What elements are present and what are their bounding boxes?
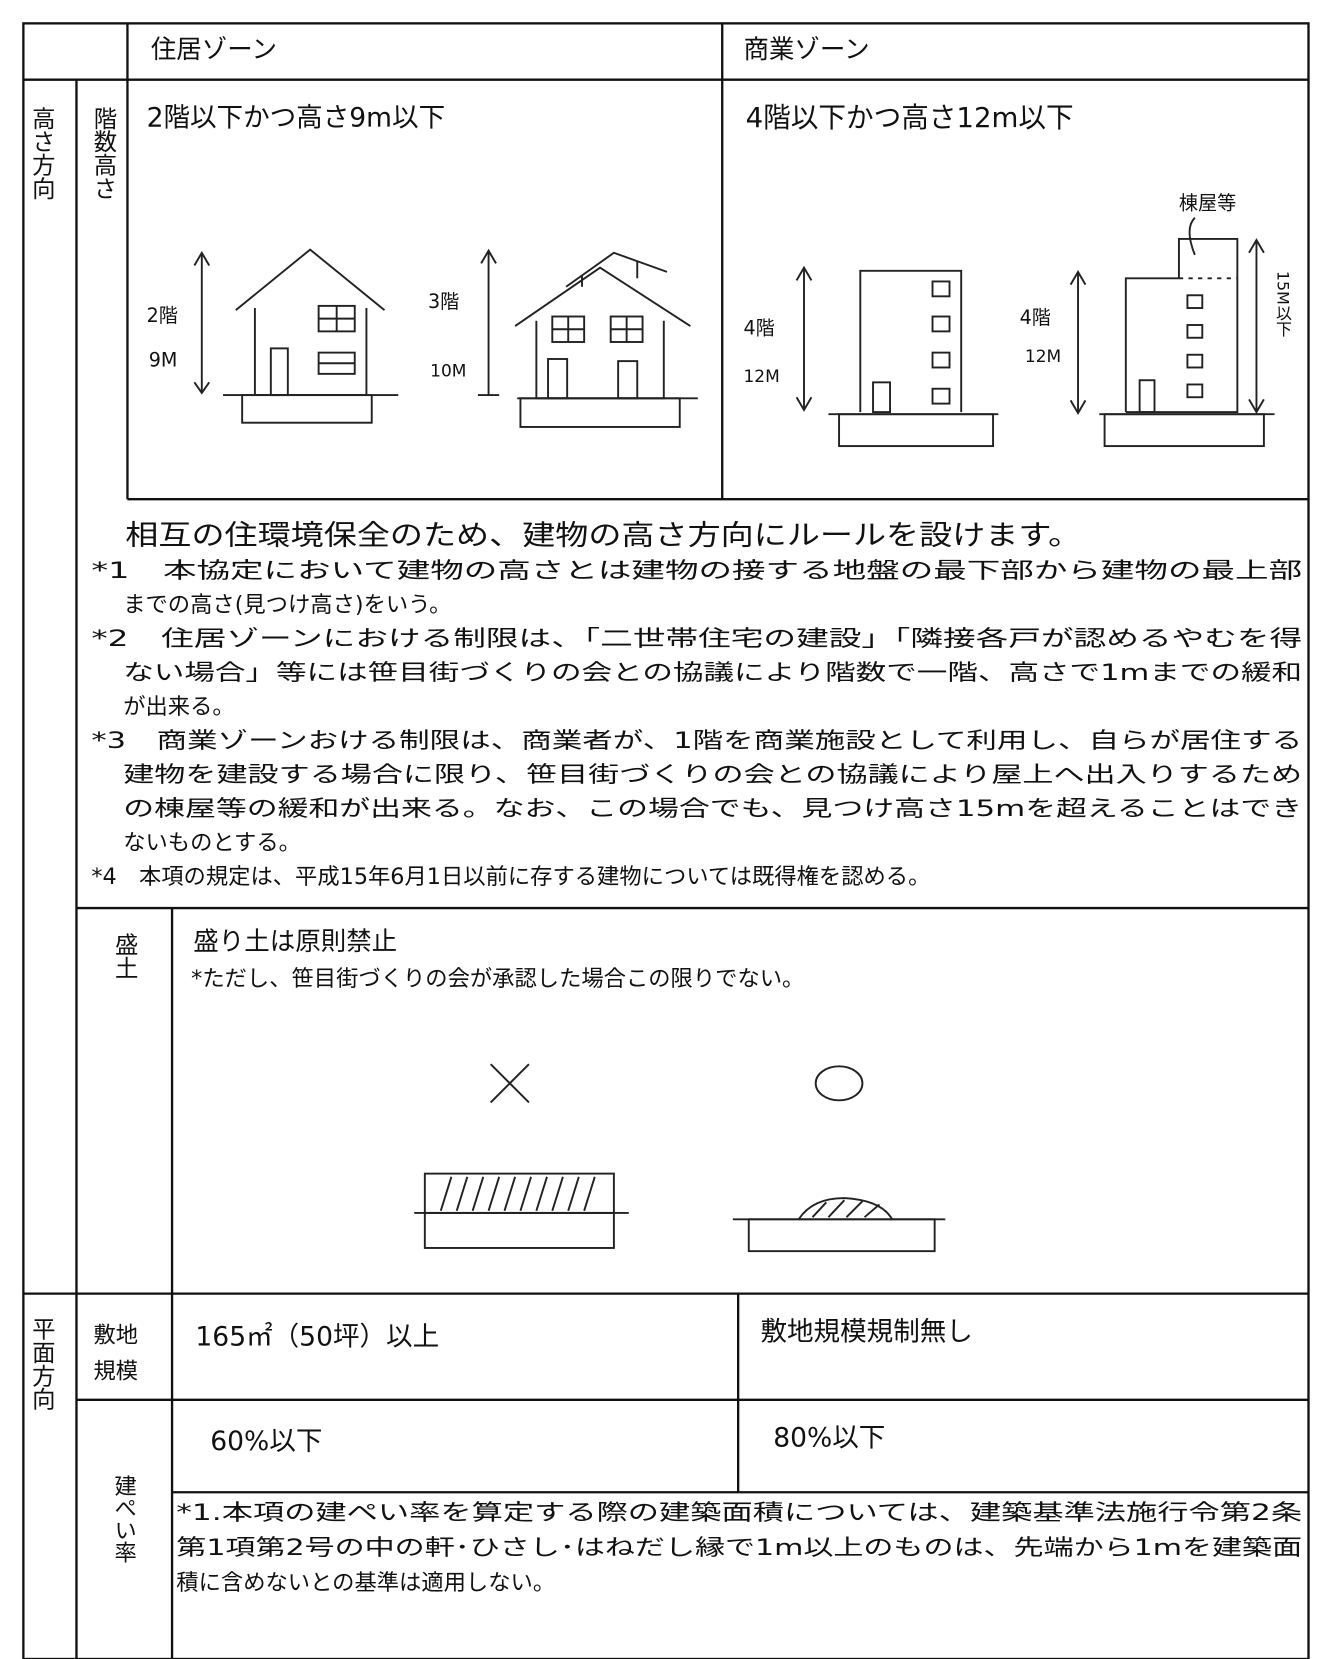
section-label: 平面方向 bbox=[28, 1317, 56, 1411]
sub-label: 敷地 bbox=[93, 1323, 138, 1349]
rule-text: 敷地規模規制無し bbox=[760, 1316, 972, 1347]
drawing-label: 2階 bbox=[147, 304, 178, 327]
note-line: までの高さ(見つけ高さ)をいう。 bbox=[123, 592, 451, 618]
rule-text: 盛り土は原則禁止 bbox=[193, 927, 397, 957]
note-text: 積に含めないとの基準は適用しない。 bbox=[176, 1570, 555, 1596]
note-line: *4 本項の規定は、平成15年6月1日以前に存する建物については既得権を認める。 bbox=[91, 864, 930, 890]
rule-text: 60%以下 bbox=[210, 1426, 322, 1457]
note-line: *1 本協定において建物の高さとは建物の接する地盤の最下部から建物の最上部 bbox=[91, 558, 1302, 584]
note-line: ない場合」等には笹目街づくりの会との協議により階数で一階、高さで1mまでの緩和 bbox=[123, 660, 1302, 686]
sub-label: 階数高さ bbox=[89, 106, 117, 200]
section-label: 高さ方向 bbox=[28, 106, 56, 200]
drawing-label: 12M bbox=[743, 367, 779, 387]
note-line: *3 商業ゾーンおける制限は、商業者が、1階を商業施設として利用し、自らが居住す… bbox=[91, 728, 1302, 754]
note-text: *ただし、笹目街づくりの会が承認した場合この限りでない。 bbox=[191, 966, 804, 992]
drawings bbox=[193, 217, 1275, 1253]
drawing-label: 12M bbox=[1025, 347, 1061, 367]
drawing-label: 4階 bbox=[743, 317, 774, 340]
header-residential: 住居ゾーン bbox=[151, 35, 277, 65]
note-text: 第1項第2号の中の軒･ひさし･はねだし縁で1m以上のものは、先端から1mを建築面 bbox=[176, 1535, 1302, 1561]
header-commercial: 商業ゾーン bbox=[743, 35, 869, 65]
drawing-label: 9M bbox=[149, 349, 178, 372]
note-line: ないものとする。 bbox=[123, 830, 301, 856]
drawing-label: 10M bbox=[430, 362, 466, 382]
drawing-label: 4階 bbox=[1020, 306, 1051, 329]
drawing-label: 15M以下 bbox=[1273, 271, 1292, 337]
sub-label: 盛土 bbox=[111, 932, 139, 979]
rule-text: 80%以下 bbox=[773, 1423, 885, 1454]
rule-text: 4階以下かつ高さ12m以下 bbox=[746, 101, 1074, 134]
rule-text: 2階以下かつ高さ9m以下 bbox=[147, 102, 446, 133]
note-line: が出来る。 bbox=[123, 694, 235, 720]
intro-text: 相互の住環境保全のため、建物の高さ方向にルールを設けます。 bbox=[125, 518, 1081, 551]
notes: *1 本協定において建物の高さとは建物の接する地盤の最下部から建物の最上部までの… bbox=[91, 558, 1302, 890]
drawing-label: 棟屋等 bbox=[1179, 191, 1236, 214]
sub-label: 規模 bbox=[93, 1359, 138, 1385]
note-line: *2 住居ゾーンにおける制限は、「二世帯住宅の建設」「隣接各戸が認めるやむを得 bbox=[91, 626, 1302, 652]
drawing-label: 3階 bbox=[428, 290, 459, 313]
rule-text: 165㎡（50坪）以上 bbox=[195, 1322, 439, 1353]
note-line: 建物を建設する場合に限り、笹目街づくりの会との協議により屋上へ出入りするため bbox=[123, 762, 1302, 788]
sub-label: 建ぺい率 bbox=[111, 1474, 137, 1564]
note-line: の棟屋等の緩和が出来る。なお、この場合でも、見つけ高さ15mを超えることはでき bbox=[123, 796, 1302, 822]
note-text: *1.本項の建ぺい率を算定する際の建築面積については、建築基準法施行令第2条 bbox=[176, 1500, 1302, 1526]
